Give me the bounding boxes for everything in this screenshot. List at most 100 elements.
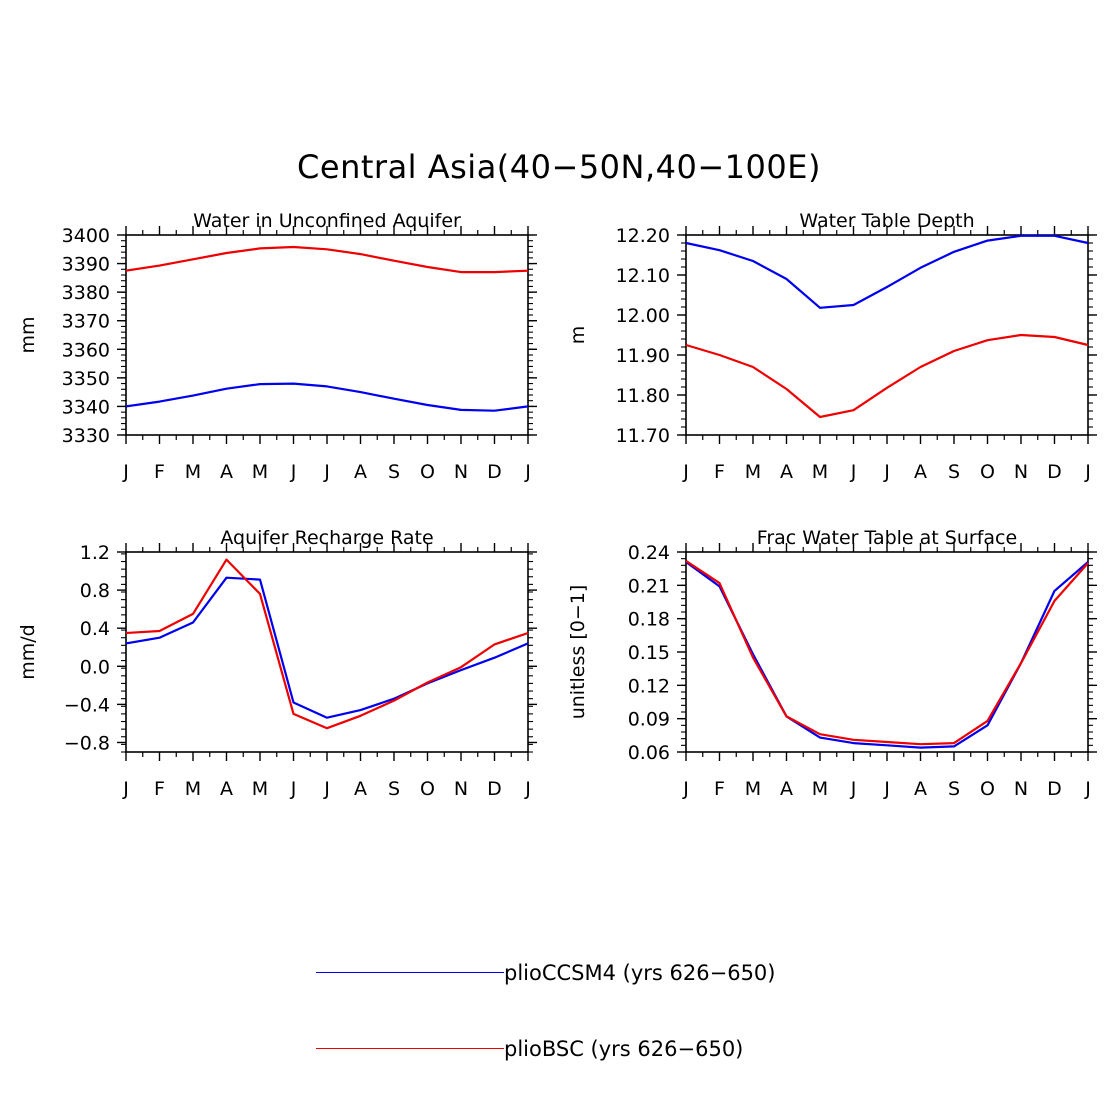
legend-line-pliobsc <box>316 1048 504 1049</box>
y-tick-label: 3390 <box>62 254 110 276</box>
x-tick-label: A <box>354 778 367 800</box>
legend-label-plioccsm4: plioCCSM4 (yrs 626−650) <box>504 961 776 985</box>
x-tick-label: J <box>524 778 531 800</box>
x-tick-label: A <box>220 461 233 483</box>
y-axis-label: mm <box>17 316 39 353</box>
x-tick-label: A <box>780 461 793 483</box>
x-tick-label: O <box>980 778 995 800</box>
x-tick-label: J <box>850 461 857 483</box>
figure-title: Central Asia(40−50N,40−100E) <box>297 148 821 186</box>
y-tick-label: 3350 <box>62 368 110 390</box>
panel-title: Frac Water Table at Surface <box>757 527 1017 549</box>
series-line-pliobsc <box>125 245 529 274</box>
x-tick-label: J <box>883 778 890 800</box>
y-tick-label: 3330 <box>62 425 110 447</box>
x-tick-label: O <box>420 461 435 483</box>
x-tick-label: N <box>1014 461 1028 483</box>
y-tick-label: 0.12 <box>628 675 670 697</box>
y-tick-label: −0.8 <box>64 732 110 754</box>
x-tick-label: J <box>122 461 129 483</box>
x-tick-label: N <box>454 778 468 800</box>
x-tick-label: M <box>185 778 201 800</box>
y-tick-label: 0.15 <box>628 642 670 664</box>
y-tick-label: 0.0 <box>80 656 110 678</box>
x-tick-label: F <box>714 778 725 800</box>
x-tick-label: O <box>980 461 995 483</box>
x-tick-label: F <box>154 461 165 483</box>
x-tick-label: M <box>185 461 201 483</box>
y-tick-label: 3360 <box>62 339 110 361</box>
x-tick-label: D <box>1047 778 1062 800</box>
y-tick-label: 12.20 <box>616 225 670 247</box>
y-tick-label: 0.09 <box>628 709 670 731</box>
series-line-pliobsc <box>125 558 529 730</box>
x-tick-label: D <box>487 778 502 800</box>
x-tick-label: N <box>454 461 468 483</box>
y-tick-label: 11.70 <box>616 425 670 447</box>
plot-frame <box>125 234 529 436</box>
x-tick-label: J <box>682 778 689 800</box>
x-tick-label: J <box>122 778 129 800</box>
series-line-pliobsc <box>685 559 1089 746</box>
x-tick-label: A <box>220 778 233 800</box>
panel-title: Water Table Depth <box>799 210 974 232</box>
y-tick-label: 0.4 <box>80 618 110 640</box>
panel-title: Aquifer Recharge Rate <box>220 527 433 549</box>
x-tick-label: A <box>914 778 927 800</box>
x-tick-label: S <box>388 461 400 483</box>
x-tick-label: J <box>850 778 857 800</box>
x-tick-label: M <box>252 778 268 800</box>
y-tick-label: 3380 <box>62 282 110 304</box>
x-tick-label: J <box>1084 461 1091 483</box>
y-tick-label: 11.80 <box>616 385 670 407</box>
y-axis-label: m <box>567 326 589 345</box>
series-line-plioccsm4 <box>685 561 1089 749</box>
x-tick-label: N <box>1014 778 1028 800</box>
x-tick-label: F <box>154 778 165 800</box>
y-tick-label: 3370 <box>62 311 110 333</box>
x-tick-label: S <box>948 778 960 800</box>
x-tick-label: M <box>812 461 828 483</box>
x-tick-label: J <box>524 461 531 483</box>
x-tick-label: J <box>290 461 297 483</box>
series-line-plioccsm4 <box>685 234 1089 309</box>
legend-label-pliobsc: plioBSC (yrs 626−650) <box>504 1037 744 1061</box>
x-tick-label: A <box>914 461 927 483</box>
x-tick-label: M <box>745 778 761 800</box>
y-tick-label: 3340 <box>62 396 110 418</box>
plot-frame <box>125 551 529 753</box>
y-tick-label: 0.21 <box>628 575 670 597</box>
x-tick-label: J <box>290 778 297 800</box>
x-tick-label: J <box>323 778 330 800</box>
y-tick-label: 0.24 <box>628 542 670 564</box>
x-tick-label: A <box>780 778 793 800</box>
x-tick-label: D <box>487 461 502 483</box>
x-tick-label: F <box>714 461 725 483</box>
x-tick-label: J <box>1084 778 1091 800</box>
series-line-plioccsm4 <box>125 576 529 719</box>
x-tick-label: J <box>323 461 330 483</box>
x-tick-label: J <box>682 461 689 483</box>
legend-line-plioccsm4 <box>316 972 504 973</box>
x-tick-label: A <box>354 461 367 483</box>
y-tick-label: 11.90 <box>616 345 670 367</box>
y-tick-label: 0.8 <box>80 580 110 602</box>
x-tick-label: D <box>1047 461 1062 483</box>
y-tick-label: −0.4 <box>64 694 110 716</box>
y-tick-label: 12.00 <box>616 305 670 327</box>
x-tick-label: J <box>883 461 890 483</box>
y-axis-label: mm/d <box>17 624 39 679</box>
x-tick-label: S <box>388 778 400 800</box>
y-tick-label: 0.06 <box>628 742 670 764</box>
x-tick-label: M <box>812 778 828 800</box>
x-tick-label: M <box>745 461 761 483</box>
y-tick-label: 12.10 <box>616 265 670 287</box>
y-tick-label: 0.18 <box>628 609 670 631</box>
series-line-pliobsc <box>685 333 1089 419</box>
y-tick-label: 3400 <box>62 225 110 247</box>
x-tick-label: M <box>252 461 268 483</box>
